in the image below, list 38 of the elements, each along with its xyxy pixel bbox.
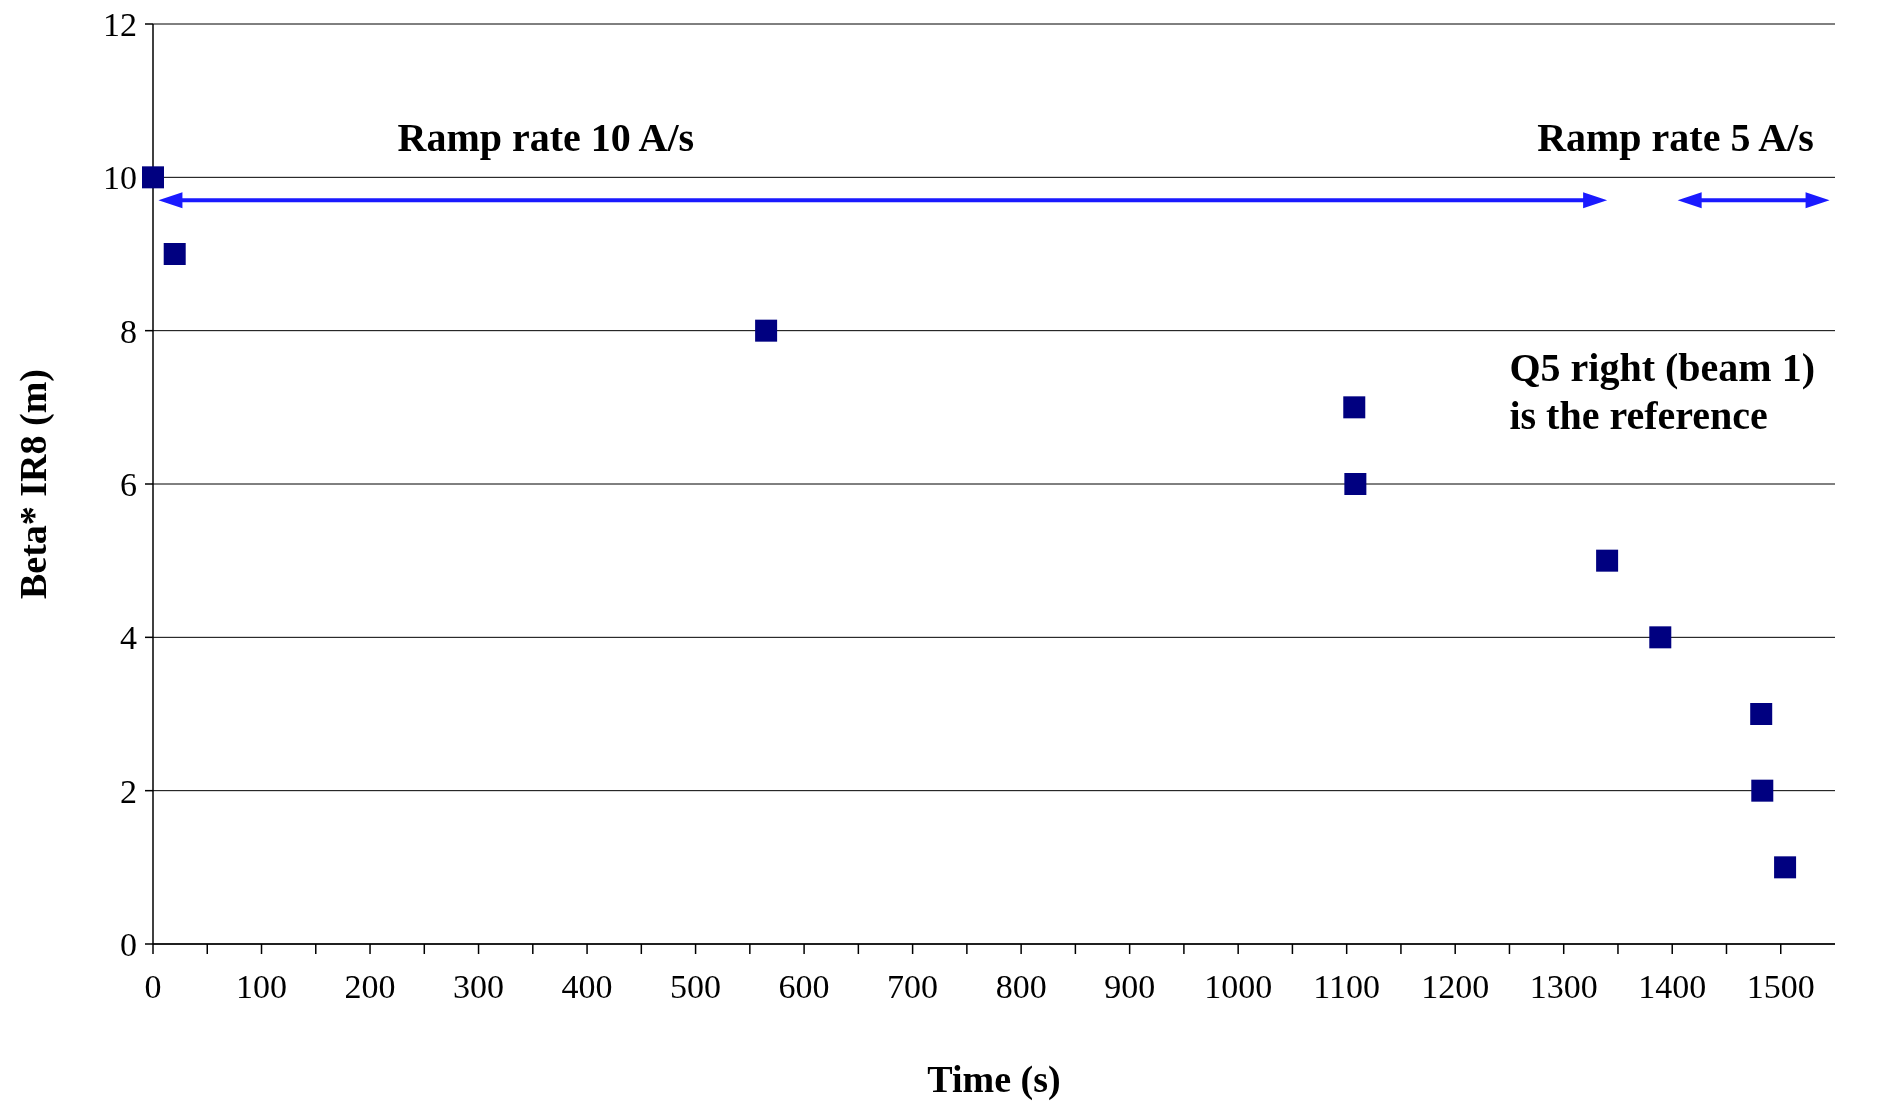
point — [755, 319, 778, 342]
x-tick-label: 800 — [995, 968, 1047, 1005]
x-tick-label: 1000 — [1204, 968, 1273, 1005]
x-tick-label: 1300 — [1529, 968, 1598, 1005]
x-tick-label: 300 — [453, 968, 505, 1005]
x-tick-label: 1100 — [1313, 968, 1381, 1005]
point — [1774, 856, 1797, 879]
x-tick-label: 400 — [561, 968, 613, 1005]
annotation: Q5 right (beam 1) is the reference — [1509, 344, 1815, 438]
x-tick-label: 0 — [144, 968, 162, 1005]
x-axis-title: Time (s) — [927, 1058, 1061, 1101]
y-tick-label: 6 — [120, 465, 137, 503]
x-tick-label: 200 — [344, 968, 396, 1005]
x-tick-label: 900 — [1104, 968, 1156, 1005]
point — [1596, 549, 1619, 572]
y-tick-label: 2 — [120, 772, 137, 810]
point — [1751, 779, 1774, 802]
x-tick-label: 100 — [236, 968, 288, 1005]
y-tick-label: 0 — [120, 925, 137, 963]
y-axis-title: Beta* IR8 (m) — [12, 368, 55, 600]
y-tick-label: 12 — [103, 5, 137, 43]
annotation: Ramp rate 5 A/s — [1537, 114, 1814, 160]
y-tick-label: 8 — [120, 312, 137, 350]
point — [1344, 473, 1367, 495]
x-tick-label: 1400 — [1638, 968, 1707, 1005]
y-tick-label: 10 — [103, 159, 137, 197]
x-tick-label: 500 — [670, 968, 722, 1005]
point — [142, 166, 164, 189]
point — [1649, 626, 1672, 649]
point — [163, 243, 186, 265]
x-tick-label: 700 — [887, 968, 939, 1005]
annotation: Ramp rate 10 A/s — [397, 114, 695, 160]
point — [1343, 396, 1366, 419]
x-tick-label: 600 — [778, 968, 830, 1005]
x-tick-label: 1500 — [1746, 968, 1815, 1005]
point — [1750, 703, 1773, 725]
y-tick-label: 4 — [120, 619, 137, 657]
x-tick-label: 1200 — [1421, 968, 1490, 1005]
